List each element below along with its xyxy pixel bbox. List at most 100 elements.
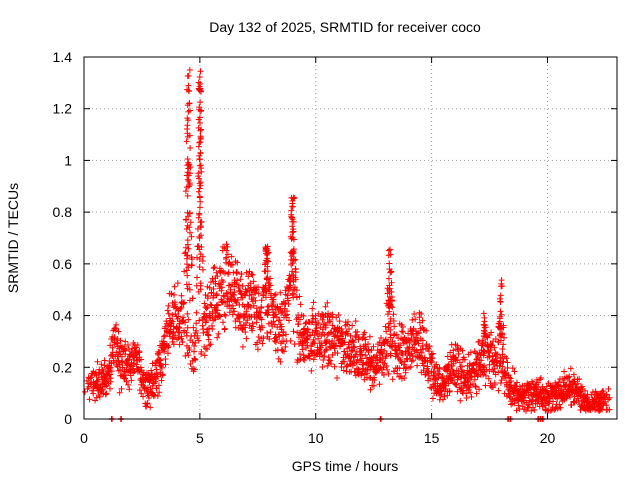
data-point	[345, 353, 352, 360]
data-point	[606, 406, 613, 413]
data-point	[420, 367, 427, 374]
data-point	[474, 373, 481, 380]
data-point	[338, 333, 345, 340]
data-point	[518, 398, 525, 405]
y-tick-label: 1.4	[53, 49, 73, 65]
data-point	[393, 331, 400, 338]
plot-frame	[83, 56, 618, 420]
data-point	[309, 305, 316, 312]
data-point	[406, 344, 413, 351]
data-point	[204, 304, 211, 311]
data-point	[495, 387, 502, 394]
data-point	[306, 353, 313, 360]
data-point	[229, 311, 236, 318]
data-point	[538, 391, 545, 398]
data-point	[559, 376, 566, 383]
data-point	[275, 355, 282, 362]
data-point	[450, 347, 457, 354]
data-point	[140, 393, 147, 400]
data-point	[381, 360, 388, 367]
data-point	[372, 368, 379, 375]
data-point	[114, 353, 121, 360]
data-point	[299, 341, 306, 348]
data-point	[361, 334, 368, 341]
data-point	[308, 319, 315, 326]
data-point	[183, 255, 190, 262]
x-tick-label: 15	[424, 430, 440, 446]
data-point	[123, 366, 130, 373]
data-point	[289, 290, 296, 297]
data-point	[399, 336, 406, 343]
data-point	[214, 334, 221, 341]
data-point	[186, 229, 193, 236]
data-point	[277, 321, 284, 328]
data-point	[370, 382, 377, 389]
data-point	[186, 67, 193, 74]
data-point	[213, 291, 220, 298]
data-point	[195, 188, 202, 195]
data-point	[152, 371, 159, 378]
data-point	[220, 292, 227, 299]
data-point	[452, 354, 459, 361]
data-point	[154, 350, 161, 357]
data-point	[440, 396, 447, 403]
data-point	[136, 387, 143, 394]
data-point	[182, 188, 189, 195]
data-point	[434, 380, 441, 387]
data-point	[559, 393, 566, 400]
data-point	[272, 304, 279, 311]
data-point	[234, 259, 241, 266]
data-point	[461, 369, 468, 376]
data-point	[280, 314, 287, 321]
data-point	[138, 367, 145, 374]
data-point	[387, 297, 394, 304]
data-point	[184, 349, 191, 356]
data-point	[388, 279, 395, 286]
data-point	[88, 374, 95, 381]
data-point	[509, 387, 516, 394]
data-point	[415, 340, 422, 347]
data-point	[378, 334, 385, 341]
data-point	[546, 395, 553, 402]
data-point	[285, 285, 292, 292]
data-point	[113, 321, 120, 328]
data-point	[107, 352, 114, 359]
data-point	[197, 87, 204, 94]
data-point	[148, 367, 155, 374]
data-point	[260, 335, 267, 342]
data-point	[98, 367, 105, 374]
data-point	[194, 254, 201, 261]
data-point	[272, 291, 279, 298]
data-point	[184, 261, 191, 268]
data-point	[163, 318, 170, 325]
y-axis-label: SRMTID / TECUs	[5, 183, 21, 293]
data-point	[382, 354, 389, 361]
data-point	[142, 377, 149, 384]
data-point	[383, 350, 390, 357]
data-point	[448, 341, 455, 348]
data-point	[126, 386, 133, 393]
data-point	[196, 139, 203, 146]
data-point	[589, 396, 596, 403]
data-point	[92, 369, 99, 376]
data-point	[441, 393, 448, 400]
data-point	[502, 372, 509, 379]
data-point	[143, 370, 150, 377]
data-point	[95, 376, 102, 383]
data-point	[584, 391, 591, 398]
data-point	[169, 311, 176, 318]
data-point	[376, 381, 383, 388]
data-point	[194, 225, 201, 232]
data-point	[126, 353, 133, 360]
data-point	[546, 400, 553, 407]
data-point	[545, 389, 552, 396]
data-point	[440, 383, 447, 390]
data-point	[197, 108, 204, 115]
data-point	[457, 386, 464, 393]
data-point	[113, 349, 120, 356]
x-tick-label: 0	[80, 430, 88, 446]
data-point	[249, 271, 256, 278]
data-point	[344, 362, 351, 369]
data-point	[162, 323, 169, 330]
data-point	[147, 386, 154, 393]
